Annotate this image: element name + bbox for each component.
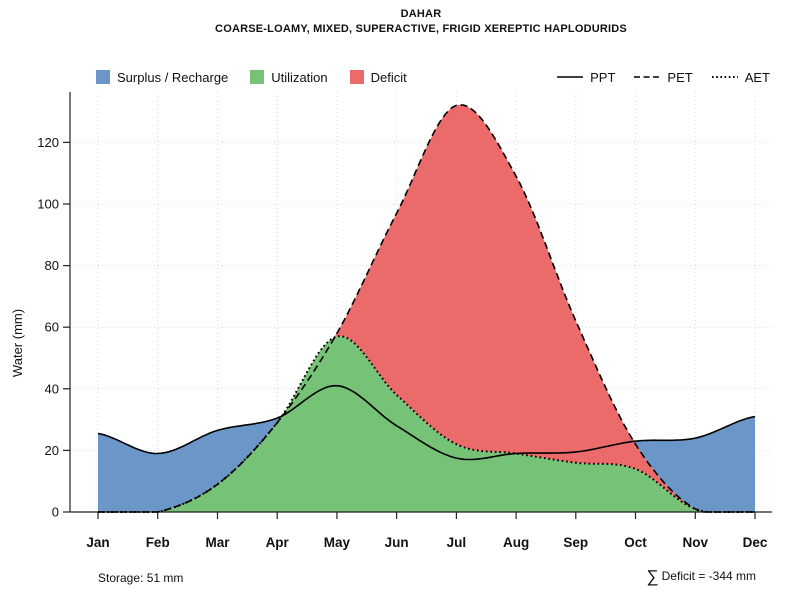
deficit-area [98, 104, 755, 513]
dashed-line-icon [634, 76, 661, 78]
legend-item-pet: PET [633, 69, 693, 85]
month-label: Jul [447, 535, 467, 550]
dotted-line-icon [711, 76, 738, 78]
legend-label-ppt: PPT [590, 69, 616, 85]
deficit-sum-annotation: ∑ Deficit = -344 mm [647, 567, 756, 587]
y-tick-label: 60 [45, 320, 59, 335]
y-axis-title: Water (mm) [10, 309, 25, 377]
deficit-swatch-icon [349, 70, 364, 84]
month-label: Feb [146, 535, 170, 550]
legend-label-pet: PET [667, 69, 693, 85]
month-label: Dec [743, 535, 768, 550]
y-tick-label: 0 [52, 505, 59, 520]
legend-item-surplus: Surplus / Recharge [96, 70, 228, 85]
chart-subtitle: COARSE-LOAMY, MIXED, SUPERACTIVE, FRIGID… [215, 23, 627, 35]
legend-item-ppt: PPT [556, 70, 615, 85]
sigma-icon: ∑ [646, 567, 659, 586]
legend-item-utilization: Utilization [250, 69, 328, 85]
legend-label-utilization: Utilization [271, 69, 328, 85]
y-tick-label: 100 [37, 197, 59, 212]
y-tick-label: 40 [45, 381, 59, 396]
legend-item-aet: AET [711, 70, 770, 85]
month-label: Nov [683, 535, 709, 550]
month-label: Apr [266, 535, 290, 550]
surplus-swatch-icon [96, 70, 110, 84]
month-label: Mar [205, 535, 230, 550]
aet-line [98, 335, 755, 513]
month-label: Sep [563, 535, 588, 550]
y-tick-label: 80 [45, 258, 59, 273]
legend-item-deficit: Deficit [349, 69, 407, 85]
month-label: Jan [86, 535, 109, 550]
chart-title-block: DAHAR COARSE-LOAMY, MIXED, SUPERACTIVE, … [70, 8, 772, 35]
utilization-swatch-icon [250, 70, 265, 84]
y-tick-label: 120 [37, 135, 59, 150]
chart-title: DAHAR [400, 8, 442, 20]
ppt-line [97, 384, 756, 461]
legend-label-aet: AET [744, 69, 770, 85]
y-tick-label: 20 [45, 443, 59, 458]
legend-label-surplus: Surplus / Recharge [117, 69, 229, 85]
legend-label-deficit: Deficit [370, 69, 407, 85]
deficit-sum-label: Deficit = -344 mm [661, 569, 756, 583]
month-label: Oct [624, 535, 647, 550]
month-label: May [324, 535, 351, 550]
storage-annotation: Storage: 51 mm [98, 571, 184, 585]
month-label: Aug [503, 535, 529, 550]
chart-legend: Surplus / Recharge Utilization Deficit P… [96, 68, 770, 86]
solid-line-icon [557, 76, 584, 78]
surplus-area [98, 104, 755, 513]
month-label: Jun [385, 535, 409, 550]
utilization-area [98, 336, 755, 512]
